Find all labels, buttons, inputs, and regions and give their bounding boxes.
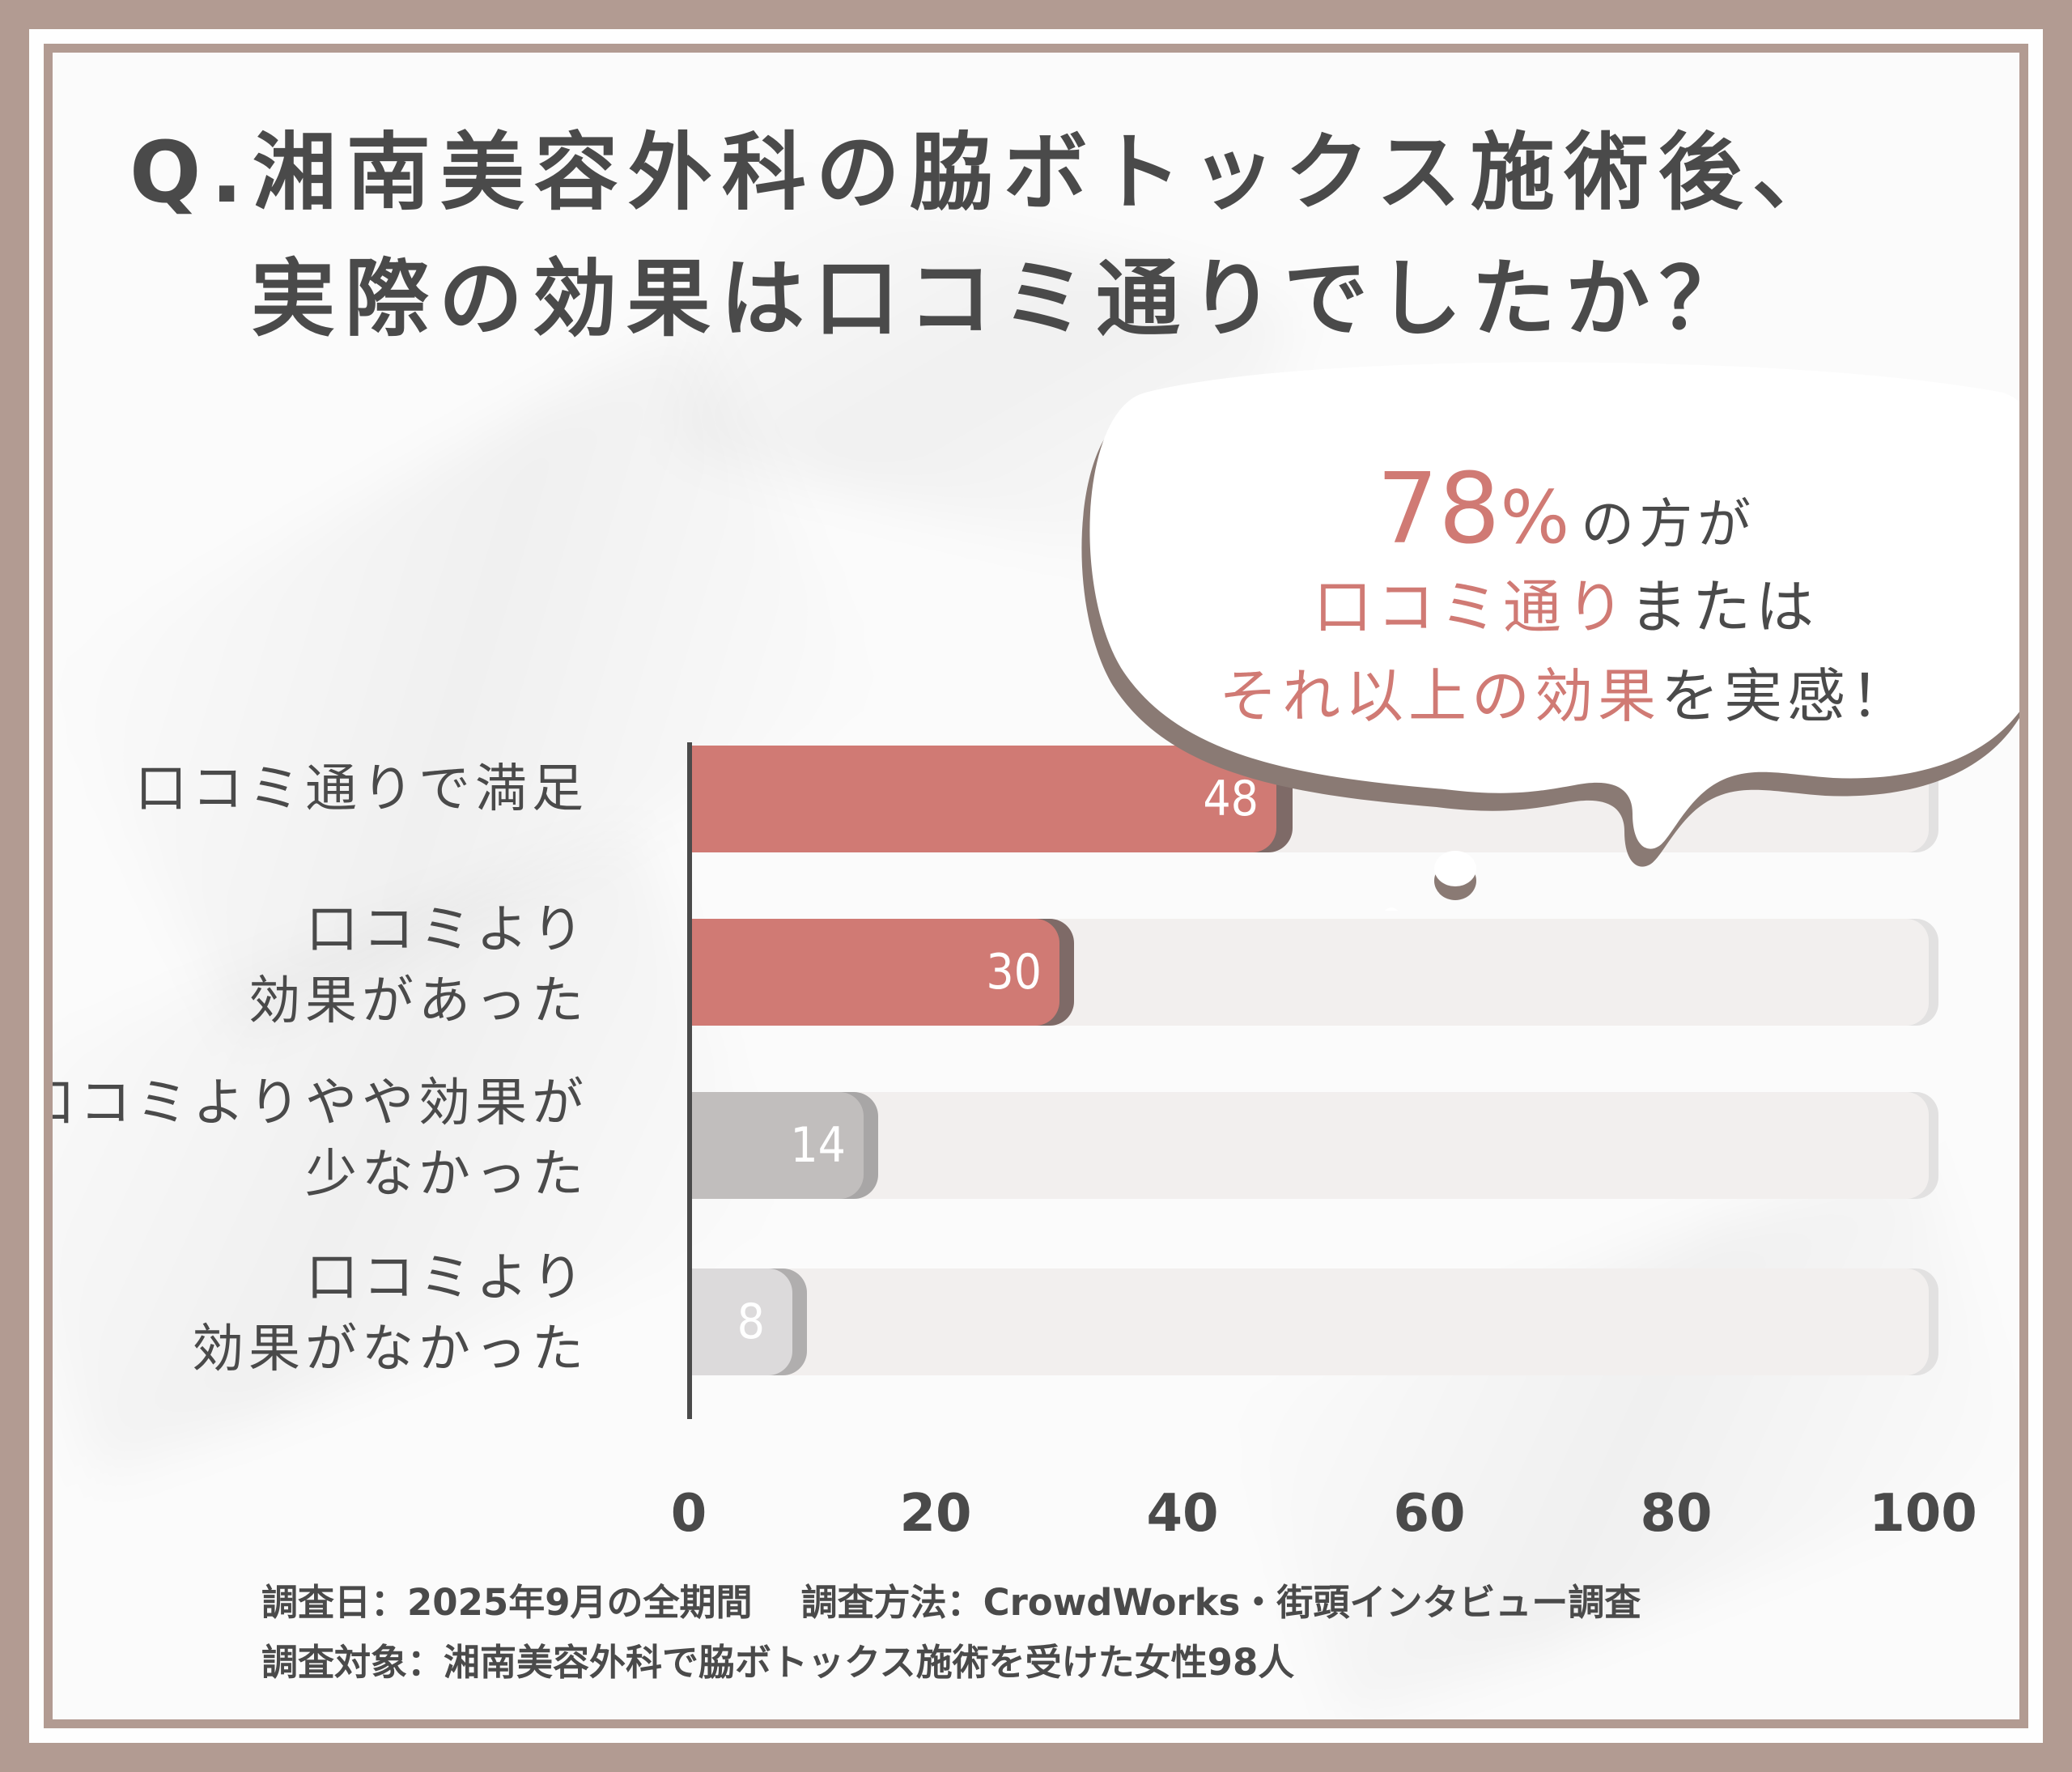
callout-line-3: それ以上の効果を実感！ xyxy=(1218,662,1914,730)
title-line-2: 実際の効果は口コミ通りでしたか？ xyxy=(251,249,1754,348)
survey-target: 調査対象：湘南美容外科で脇ボトックス施術を受けた女性98人 xyxy=(261,1641,1295,1684)
x-tick-100: 100 xyxy=(1869,1484,1977,1544)
category-label-2: 口コミより 効果があった xyxy=(248,900,588,1031)
x-tick-80: 80 xyxy=(1640,1484,1713,1544)
bar-not-effective: 8 xyxy=(692,1268,792,1375)
callout-line-1: 78% の方が xyxy=(1376,453,1756,566)
infographic-panel: Q.湘南美容外科の脇ボトックス施術後、 実際の効果は口コミ通りでしたか？ 口コミ… xyxy=(44,44,2028,1728)
bar-slightly-less-effective: 14 xyxy=(692,1092,864,1199)
callout-line-2: 口コミ通りまたは xyxy=(1313,573,1819,641)
title-line-1: Q.湘南美容外科の脇ボトックス施術後、 xyxy=(130,123,1846,222)
survey-method: 調査方法：CrowdWorks・街頭インタビュー調査 xyxy=(800,1581,1641,1624)
bar-value-label: 30 xyxy=(986,944,1042,1001)
x-tick-20: 20 xyxy=(899,1484,972,1544)
bar-track xyxy=(692,1092,1929,1199)
callout-percentage: 78 xyxy=(1376,453,1501,566)
bar-value-label: 48 xyxy=(1203,771,1259,827)
bar-track xyxy=(692,1268,1929,1375)
footnote-line-1: 調査日：2025年9月の全期間 調査方法：CrowdWorks・街頭インタビュー調… xyxy=(261,1573,1641,1633)
bar-value-label: 14 xyxy=(790,1117,846,1174)
category-label-3: 口コミよりやや効果が 少なかった xyxy=(44,1073,588,1205)
callout-bubble: 78% の方が 口コミ通りまたは それ以上の効果を実感！ xyxy=(1056,360,2019,911)
bar-value-label: 8 xyxy=(737,1294,765,1350)
category-label-1: 口コミ通りで満足 xyxy=(135,759,588,819)
x-tick-60: 60 xyxy=(1393,1484,1466,1544)
x-tick-0: 0 xyxy=(670,1484,707,1544)
bar-more-effective: 30 xyxy=(692,919,1059,1026)
x-tick-40: 40 xyxy=(1146,1484,1219,1544)
bar-satisfied-as-reviewed: 48 xyxy=(692,746,1276,852)
survey-footnote: 調査日：2025年9月の全期間 調査方法：CrowdWorks・街頭インタビュー調… xyxy=(261,1573,1641,1693)
y-axis-line xyxy=(687,742,692,1419)
survey-date: 調査日：2025年9月の全期間 xyxy=(261,1581,753,1624)
category-label-4: 口コミより 効果がなかった xyxy=(192,1248,588,1379)
speech-bubble-shape xyxy=(1081,362,2019,911)
callout-percent-sign: % xyxy=(1500,475,1570,560)
chart-title: Q.湘南美容外科の脇ボトックス施術後、 実際の効果は口コミ通りでしたか？ xyxy=(130,109,1991,362)
